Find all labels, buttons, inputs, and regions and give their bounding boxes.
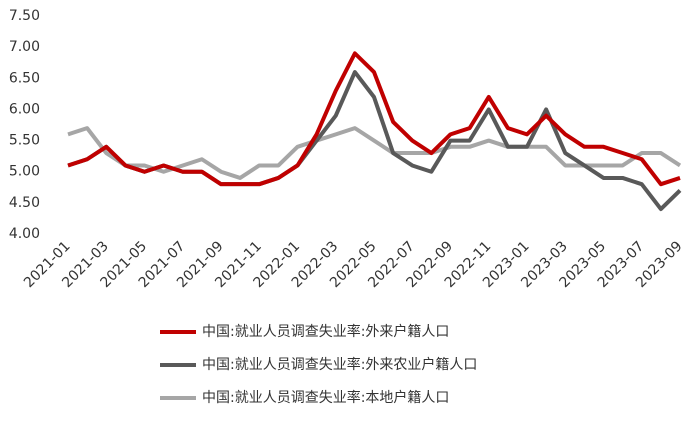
legend-label: 中国:就业人员调查失业率:本地户籍人口 <box>202 389 449 406</box>
y-tick-label: 5.50 <box>9 133 40 149</box>
legend-label: 中国:就业人员调查失业率:外来户籍人口 <box>202 323 449 340</box>
y-tick-label: 5.00 <box>9 164 40 180</box>
y-tick-label: 7.00 <box>9 39 40 55</box>
legend-label: 中国:就业人员调查失业率:外来农业户籍人口 <box>202 356 477 373</box>
y-tick-label: 4.00 <box>9 226 40 242</box>
series-line <box>67 126 682 180</box>
y-tick-label: 7.50 <box>9 8 40 24</box>
series-line <box>67 51 681 187</box>
y-tick-label: 4.50 <box>9 195 40 211</box>
y-tick-label: 6.00 <box>9 101 40 117</box>
y-tick-label: 6.50 <box>9 70 40 86</box>
